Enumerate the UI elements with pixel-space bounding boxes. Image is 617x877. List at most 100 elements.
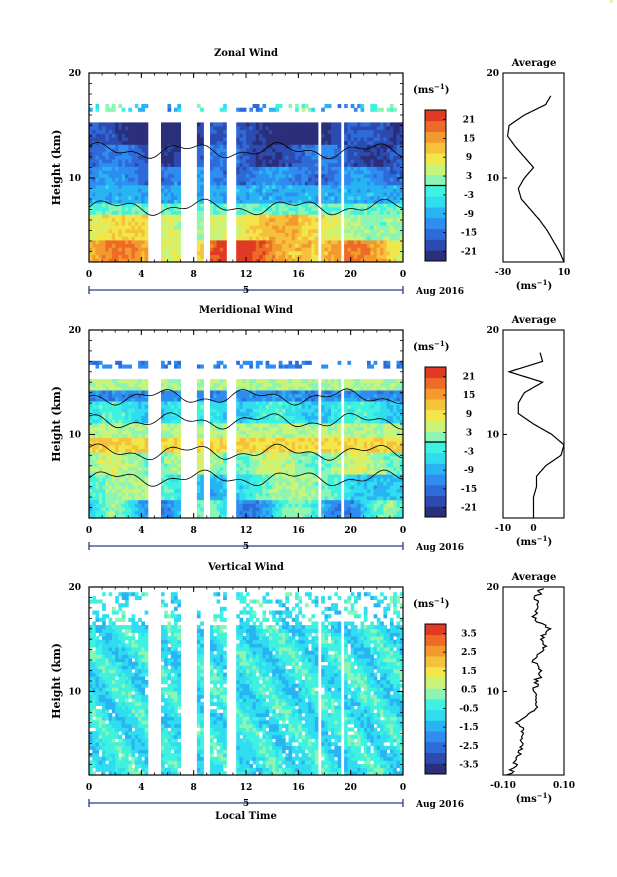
heatmap-cell	[92, 189, 96, 193]
heatmap-cell	[249, 496, 253, 500]
heatmap-cell	[325, 196, 329, 200]
heatmap-cell	[285, 214, 289, 218]
heatmap-cell	[99, 481, 103, 485]
heatmap-cell	[347, 218, 351, 222]
heatmap-cell	[256, 244, 260, 248]
heatmap-cell	[266, 456, 270, 460]
heatmap-cell	[171, 438, 175, 442]
heatmap-cell	[105, 511, 109, 515]
heatmap-cell	[393, 189, 397, 193]
heatmap-cell	[243, 108, 247, 112]
heatmap-cell	[240, 174, 244, 178]
heatmap-cell	[112, 222, 116, 226]
heatmap-cell	[334, 225, 338, 229]
heatmap-cell	[168, 203, 172, 207]
heatmap-cell	[161, 163, 165, 167]
heatmap-cell	[262, 130, 266, 134]
heatmap-cell	[223, 463, 227, 467]
heatmap-cell	[223, 255, 227, 259]
heatmap-cell	[115, 196, 119, 200]
heatmap-cell	[92, 225, 96, 229]
heatmap-cell	[266, 430, 270, 434]
heatmap-cell	[315, 251, 319, 255]
heatmap-cell	[334, 218, 338, 222]
heatmap-cell	[112, 251, 116, 255]
heatmap-cell	[105, 218, 109, 222]
heatmap-cell	[174, 236, 178, 240]
heatmap-cell	[370, 240, 374, 244]
heatmap-cell	[99, 137, 103, 141]
heatmap-cell	[118, 394, 122, 398]
heatmap-cell	[351, 236, 355, 240]
heatmap-cell	[377, 214, 381, 218]
heatmap-cell	[125, 463, 129, 467]
heatmap-cell	[377, 108, 381, 112]
heatmap-cell	[275, 496, 279, 500]
heatmap-cell	[125, 174, 129, 178]
heatmap-cell	[168, 218, 172, 222]
heatmap-cell	[223, 503, 227, 507]
heatmap-cell	[236, 141, 240, 145]
heatmap-cell	[92, 390, 96, 394]
heatmap-cell	[132, 214, 136, 218]
heatmap-cell	[325, 167, 329, 171]
heatmap-cell	[328, 229, 332, 233]
heatmap-cell	[161, 137, 165, 141]
heatmap-cell	[246, 405, 250, 409]
heatmap-cell	[197, 192, 201, 196]
heatmap-cell	[112, 467, 116, 471]
heatmap-cell	[128, 386, 132, 390]
heatmap-cell	[325, 130, 329, 134]
heatmap-cell	[161, 467, 165, 471]
heatmap-cell	[292, 122, 296, 126]
heatmap-cell	[161, 130, 165, 134]
heatmap-cell	[275, 203, 279, 207]
heatmap-cell	[128, 141, 132, 145]
heatmap-cell	[96, 222, 100, 226]
heatmap-cell	[275, 174, 279, 178]
heatmap-cell	[390, 240, 394, 244]
heatmap-cell	[128, 225, 132, 229]
heatmap-cell	[370, 229, 374, 233]
heatmap-cell	[305, 189, 309, 193]
heatmap-cell	[308, 130, 312, 134]
heatmap-cell	[269, 185, 273, 189]
heatmap-cell	[275, 423, 279, 427]
heatmap-cell	[132, 200, 136, 204]
heatmap-cell	[220, 255, 224, 259]
heatmap-cell	[213, 390, 217, 394]
heatmap-cell	[302, 130, 306, 134]
heatmap-cell	[168, 492, 172, 496]
heatmap-cell	[135, 405, 139, 409]
heatmap-cell	[213, 155, 217, 159]
heatmap-cell	[118, 170, 122, 174]
heatmap-cell	[256, 460, 260, 464]
heatmap-cell	[311, 163, 315, 167]
heatmap-cell	[223, 452, 227, 456]
heatmap-cell	[325, 214, 329, 218]
heatmap-cell	[253, 386, 257, 390]
heatmap-cell	[145, 207, 149, 211]
heatmap-cell	[295, 159, 299, 163]
heatmap-cell	[351, 233, 355, 237]
heatmap-cell	[325, 192, 329, 196]
heatmap-cell	[259, 456, 263, 460]
heatmap-cell	[236, 379, 240, 383]
heatmap-cell	[161, 122, 165, 126]
heatmap-cell	[374, 133, 378, 137]
heatmap-cell	[249, 214, 253, 218]
heatmap-cell	[249, 463, 253, 467]
heatmap-cell	[253, 178, 257, 182]
heatmap-cell	[105, 507, 109, 511]
heatmap-cell	[138, 130, 142, 134]
heatmap-cell	[364, 174, 368, 178]
heatmap-cell	[289, 214, 293, 218]
heatmap-cell	[200, 478, 204, 482]
colorbar-segment	[425, 142, 446, 153]
heatmap-cell	[266, 492, 270, 496]
heatmap-cell	[223, 471, 227, 475]
heatmap-cell	[256, 181, 260, 185]
heatmap-cell	[200, 130, 204, 134]
heatmap-cell	[197, 122, 201, 126]
heatmap-cell	[112, 192, 116, 196]
